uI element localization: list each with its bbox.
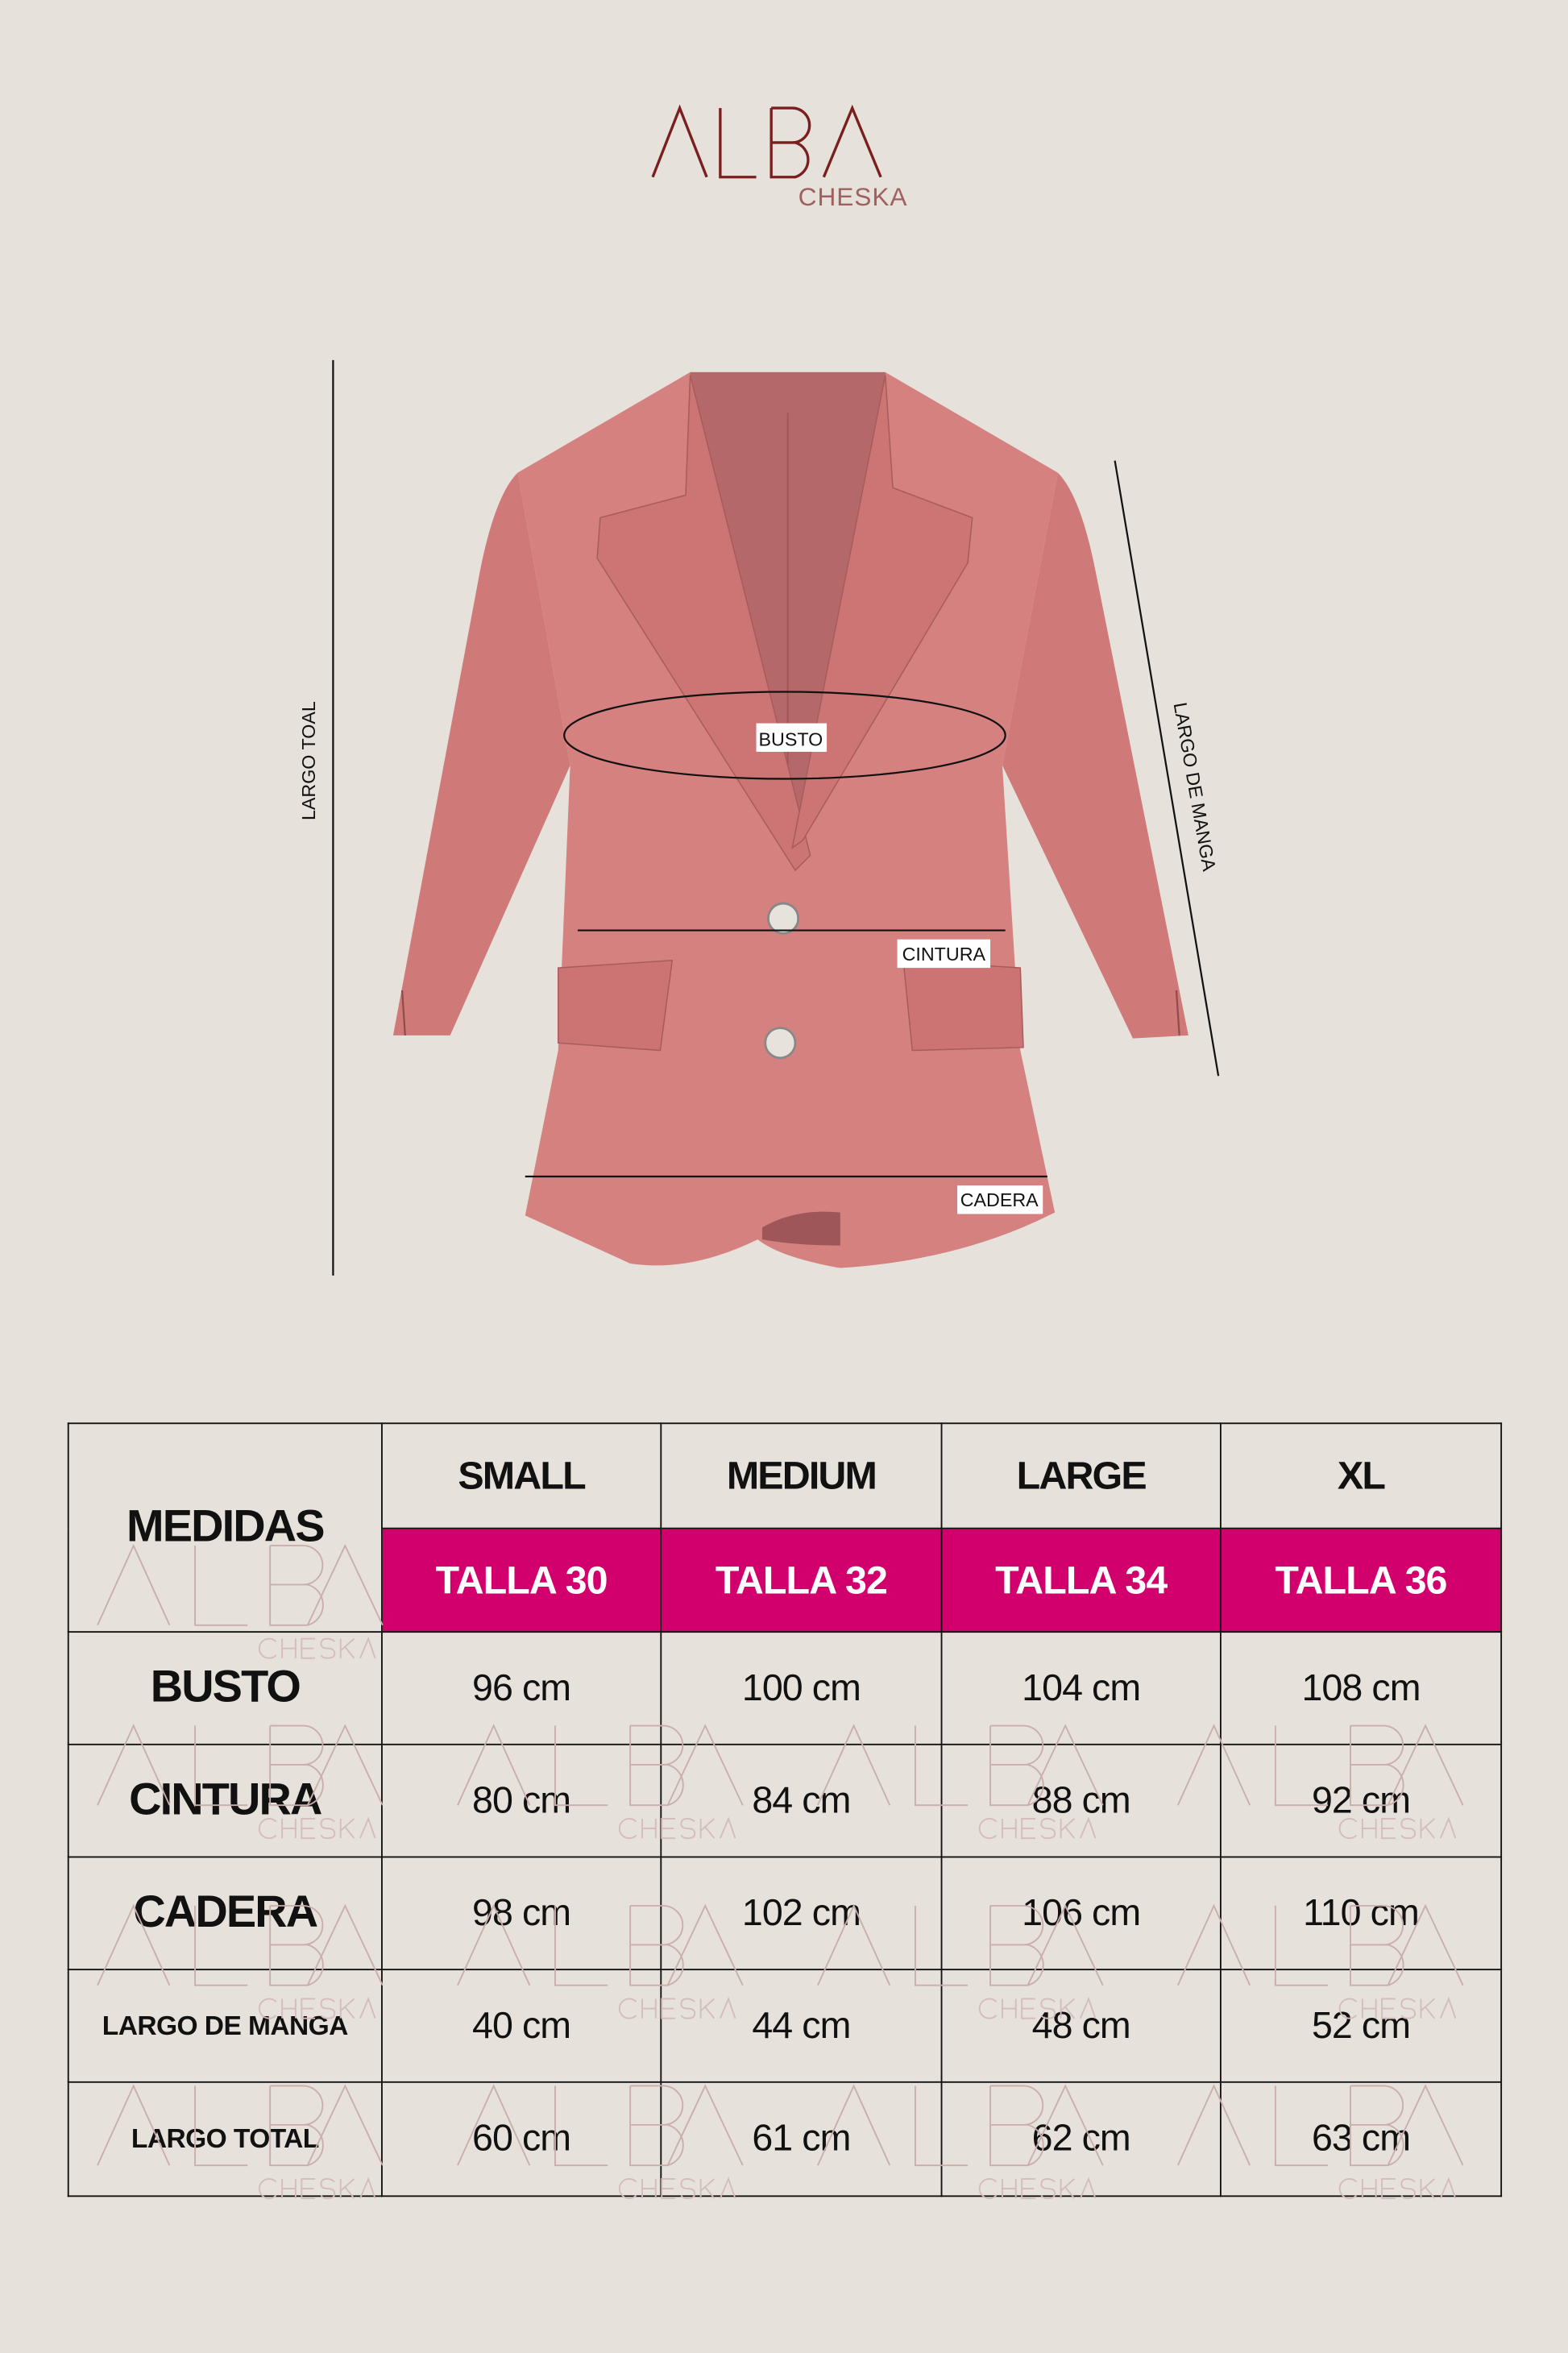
table-row: LARGO DE MANGA 40 cm 44 cm 48 cm 52 cm: [67, 1969, 1503, 2083]
cell: 52 cm: [1219, 1969, 1503, 2083]
cell: 60 cm: [380, 2081, 662, 2197]
row-label: CINTURA: [67, 1743, 383, 1858]
cell: 106 cm: [940, 1856, 1222, 1971]
jacket: [392, 371, 1188, 1268]
corner-header: MEDIDAS: [67, 1422, 383, 1633]
table-row: CINTURA 80 cm 84 cm 88 cm 92 cm: [67, 1743, 1503, 1858]
table-row: LARGO TOTAL 60 cm 61 cm 62 cm 63 cm: [67, 2081, 1503, 2197]
cell: 40 cm: [380, 1969, 662, 2083]
cell: 110 cm: [1219, 1856, 1503, 1971]
cell: 44 cm: [660, 1969, 943, 2083]
cell: 98 cm: [380, 1856, 662, 1971]
busto-measure: [563, 691, 1006, 780]
cintura-label: CINTURA: [902, 944, 986, 965]
busto-label: BUSTO: [759, 729, 823, 750]
cell: 100 cm: [660, 1631, 943, 1745]
cell: 62 cm: [940, 2081, 1222, 2197]
size-header-medium: MEDIUM: [660, 1422, 943, 1529]
size-header-small: SMALL: [380, 1422, 662, 1529]
cell: 104 cm: [940, 1631, 1222, 1745]
cell: 84 cm: [660, 1743, 943, 1858]
table-row: BUSTO 96 cm 100 cm 104 cm 108 cm: [67, 1631, 1503, 1745]
table-row: CADERA 98 cm 102 cm 106 cm 110 cm: [67, 1856, 1503, 1971]
size-header-xl: XL: [1219, 1422, 1503, 1529]
size-header-large: LARGE: [940, 1422, 1222, 1529]
cell: 48 cm: [940, 1969, 1222, 2083]
cell: 61 cm: [660, 2081, 943, 2197]
row-label: CADERA: [67, 1856, 383, 1971]
cell: 108 cm: [1219, 1631, 1503, 1745]
talla-30: TALLA 30: [380, 1527, 662, 1633]
cell: 63 cm: [1219, 2081, 1503, 2197]
size-table: MEDIDAS SMALL MEDIUM LARGE XL TALLA 30 T…: [67, 1422, 1503, 2197]
largo-total-label: LARGO TOAL: [298, 701, 319, 820]
cell: 96 cm: [380, 1631, 662, 1745]
brand-logo: CHESKA: [651, 104, 908, 211]
row-label: LARGO TOTAL: [67, 2081, 383, 2197]
row-label: LARGO DE MANGA: [67, 1969, 383, 2083]
button-icon: [764, 1027, 797, 1060]
cadera-label: CADERA: [960, 1189, 1039, 1210]
largo-manga-label: LARGO DE MANGA: [1170, 701, 1221, 874]
cell: 88 cm: [940, 1743, 1222, 1858]
cell: 102 cm: [660, 1856, 943, 1971]
logo-sub: CHESKA: [799, 182, 908, 211]
row-label: BUSTO: [67, 1631, 383, 1745]
cell: 80 cm: [380, 1743, 662, 1858]
largo-manga-measure: [1114, 460, 1220, 1077]
talla-36: TALLA 36: [1219, 1527, 1503, 1633]
button-icon: [767, 902, 800, 935]
jacket-illustration: CHESKA BUSTO: [298, 104, 1221, 1276]
cell: 92 cm: [1219, 1743, 1503, 1858]
talla-34: TALLA 34: [940, 1527, 1222, 1633]
talla-32: TALLA 32: [660, 1527, 943, 1633]
